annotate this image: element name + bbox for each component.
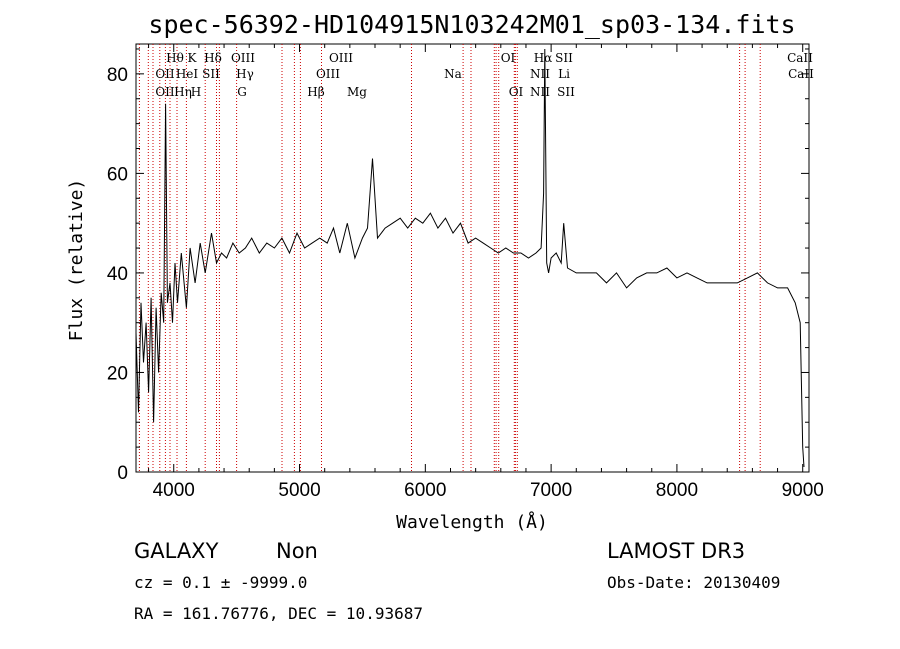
line-label: OI bbox=[509, 85, 524, 99]
line-label: Hη bbox=[174, 85, 192, 99]
line-label: Li bbox=[558, 67, 570, 81]
spectrum-series-line bbox=[135, 48, 805, 468]
object-subclass: Non bbox=[276, 539, 318, 563]
redshift-text: cz = 0.1 ± -9999.0 bbox=[134, 573, 307, 592]
line-label: SII bbox=[557, 85, 575, 99]
line-label: Hβ bbox=[307, 85, 324, 99]
line-label: G bbox=[237, 85, 247, 99]
y-tick-label: 80 bbox=[107, 65, 128, 86]
line-label: CaII bbox=[787, 51, 813, 65]
object-class: GALAXY bbox=[134, 539, 219, 563]
line-label: SII bbox=[555, 51, 573, 65]
plot-frame bbox=[135, 43, 810, 473]
line-label: K bbox=[188, 51, 198, 65]
x-axis-ticks: 4000 5000 6000 7000 8000 9000 bbox=[148, 44, 824, 501]
line-label: HeI bbox=[176, 67, 199, 81]
x-tick-label: 6000 bbox=[404, 480, 446, 501]
line-label: Hθ bbox=[166, 51, 184, 65]
line-label: Na bbox=[444, 67, 462, 81]
line-labels-middle-row: OII HeI SII Hγ OIII Na NII Li CaII bbox=[155, 67, 814, 81]
line-label: Hα bbox=[534, 51, 553, 65]
line-labels-bottom-row: OII HηH G Hβ Mg OI NII SII bbox=[155, 85, 575, 99]
coordinates-text: RA = 161.76776, DEC = 10.93687 bbox=[134, 604, 423, 623]
line-label: OII bbox=[155, 85, 175, 99]
x-tick-label: 4000 bbox=[153, 480, 195, 501]
line-label: OIII bbox=[316, 67, 340, 81]
line-label: OII bbox=[155, 67, 175, 81]
x-tick-label: 7000 bbox=[530, 480, 572, 501]
chart-title: spec-56392-HD104915N103242M01_sp03-134.f… bbox=[148, 10, 795, 39]
line-labels-top-row: Hθ K Hδ OIII OIII OI Hα SII CaII bbox=[166, 51, 813, 65]
line-label: SII bbox=[202, 67, 220, 81]
x-tick-label: 5000 bbox=[278, 480, 320, 501]
line-label: Hγ bbox=[236, 67, 254, 81]
y-tick-label: 20 bbox=[107, 363, 128, 384]
line-label: OIII bbox=[329, 51, 353, 65]
line-label: Mg bbox=[347, 85, 367, 99]
x-tick-label: 9000 bbox=[782, 480, 824, 501]
y-tick-label: 60 bbox=[107, 164, 128, 185]
line-label: OIII bbox=[231, 51, 255, 65]
line-label: H bbox=[191, 85, 201, 99]
survey-name: LAMOST DR3 bbox=[607, 539, 745, 563]
x-tick-label: 8000 bbox=[656, 480, 698, 501]
y-tick-label: 40 bbox=[107, 264, 128, 285]
y-tick-label: 0 bbox=[117, 463, 128, 484]
y-axis-ticks: 0 20 40 60 80 bbox=[107, 48, 809, 484]
emission-line-markers bbox=[138, 44, 761, 472]
x-axis-label: Wavelength (Å) bbox=[396, 511, 548, 533]
line-label: Hδ bbox=[204, 51, 222, 65]
obs-date-text: Obs-Date: 20130409 bbox=[607, 573, 780, 592]
y-axis-label: Flux (relative) bbox=[66, 179, 87, 342]
line-label: OI bbox=[501, 51, 516, 65]
line-label: NII bbox=[530, 67, 550, 81]
line-label: NII bbox=[530, 85, 550, 99]
